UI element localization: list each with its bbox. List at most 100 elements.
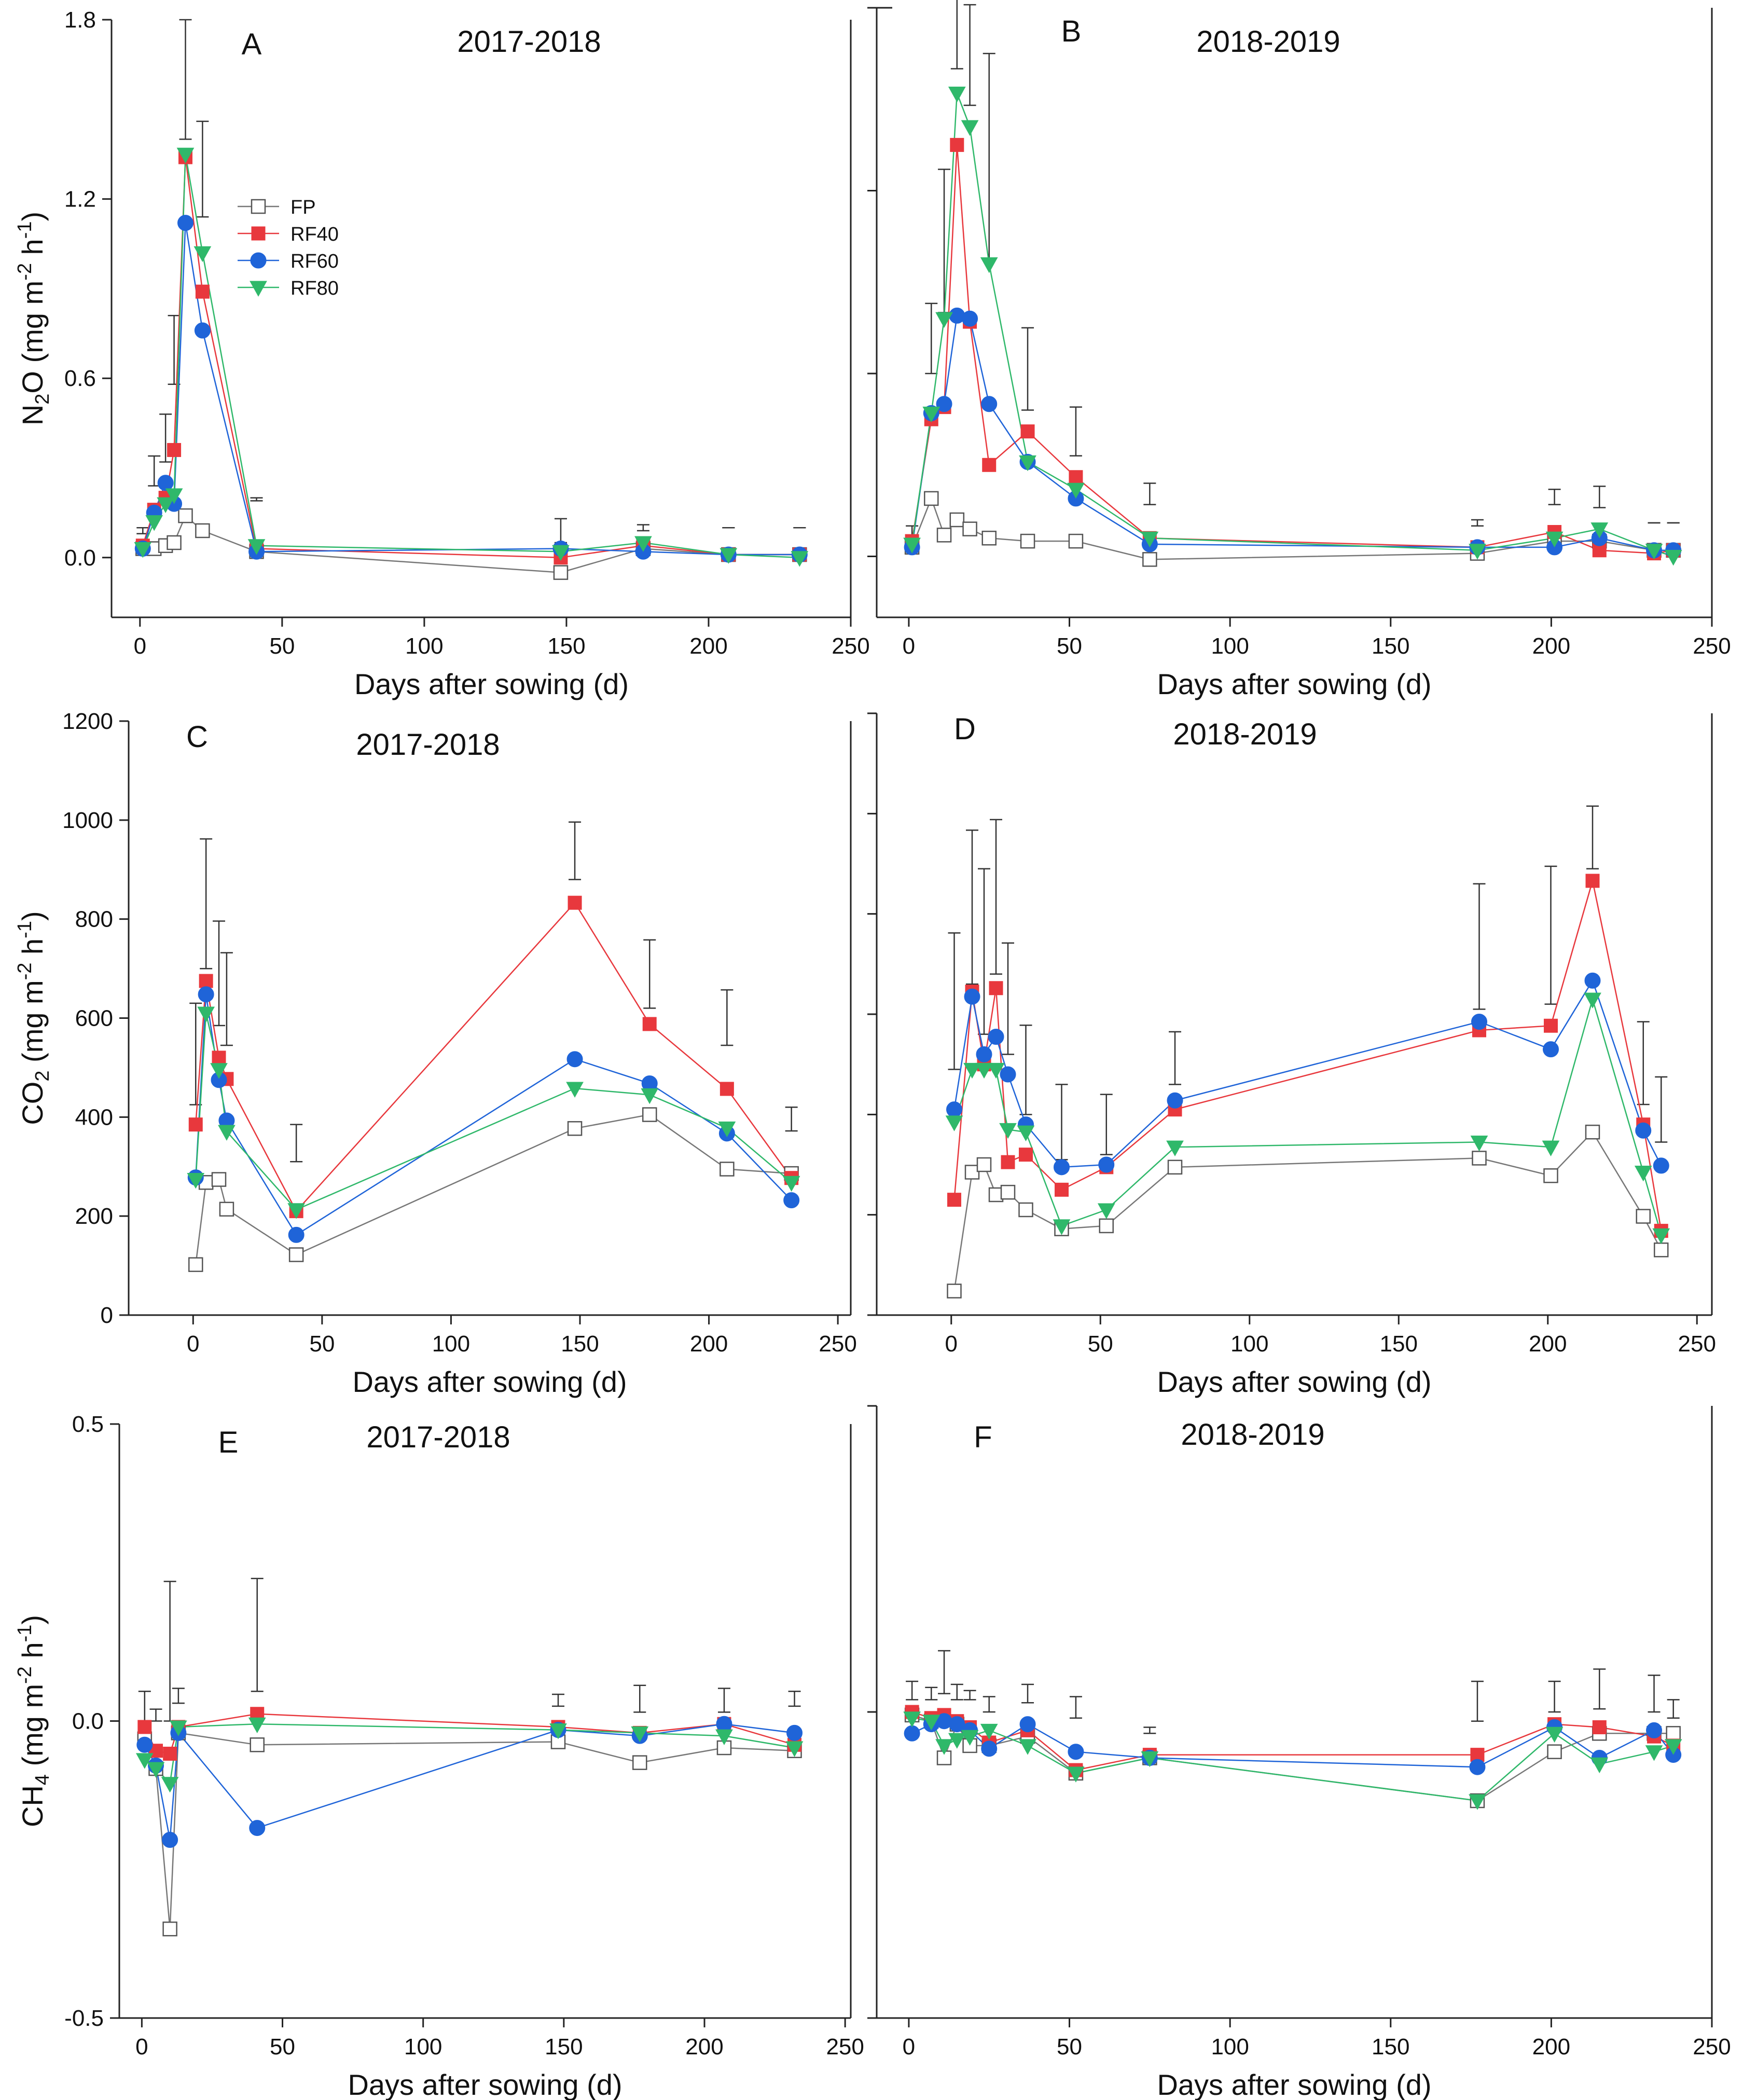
data-point-rf80 [641,1088,659,1104]
series-line-rf80 [144,1723,795,1785]
y-axis-title-part: ) [16,1615,49,1625]
y-axis-title: CO2 (mg m-2 h-1) [14,911,53,1125]
x-tick-label: 250 [826,2034,864,2060]
x-tick-label: 250 [819,1331,856,1357]
x-tick-label: 0 [135,2034,148,2060]
error-bar [1548,489,1561,505]
x-tick-label: 250 [1678,1331,1716,1357]
panel-d: 0 50 100 150 200 250 Days after sowing (d) 2018… [867,712,1716,1398]
error-bar [1100,1094,1113,1155]
legend: FP RF40 RF60 RF80 [238,197,339,299]
data-point-fp [1068,533,1084,549]
y-tick-label: 0.5 [72,1412,104,1437]
data-point-rf80 [935,1739,953,1755]
data-point-rf80 [1067,1766,1085,1783]
data-point-rf80 [1141,531,1159,548]
data-point-fp [632,1755,647,1770]
data-point-rf40 [947,1193,961,1207]
data-point-rf80 [287,1203,305,1219]
data-point-rf40 [1019,1148,1033,1162]
data-point-rf40 [1544,1018,1558,1033]
data-point-rf60 [162,1832,178,1848]
panel-year-title: 2017-2018 [366,1420,510,1454]
x-tick-label: 100 [1211,633,1249,659]
data-point-fp [250,1737,265,1752]
error-bar [179,19,192,140]
data-point-rf40 [950,137,964,152]
error-bar [978,868,990,1035]
x-tick-label: 150 [547,633,585,659]
y-tick-label: 200 [75,1204,113,1229]
data-point-fp [962,521,977,536]
data-point-rf80 [145,515,163,531]
error-bar [963,1690,976,1701]
data-point-fp [1472,1151,1487,1166]
data-point-rf80 [922,406,940,423]
data-point-rf80 [566,1082,584,1098]
data-point-rf60 [177,215,193,231]
x-tick-label: 200 [689,633,727,659]
panel-letter: B [1061,15,1082,48]
data-point-rf80 [999,1123,1017,1139]
error-bar [149,1708,162,1722]
error-bar [1055,1084,1068,1160]
y-axis-title-part: ) [16,911,49,921]
error-bar [948,932,961,1070]
data-point-rf40 [163,1746,177,1761]
series-line-rf80 [195,1013,792,1211]
y-axis-title-part: ) [16,212,49,222]
y-axis-title-part: CH [16,1785,49,1827]
error-bar [569,821,582,880]
data-point-rf60 [1635,1122,1652,1139]
data-point-rf60 [988,1029,1004,1045]
data-point-rf80 [247,539,266,555]
series-line-rf40 [144,1713,795,1754]
data-point-fp [288,1247,304,1262]
error-bar [1548,1680,1561,1713]
data-point-rf60 [964,988,980,1005]
y-tick-label: 1.8 [64,7,96,33]
series-line-rf60 [144,1723,795,1840]
data-point-rf40 [1069,470,1083,485]
data-point-rf60 [1543,1041,1559,1058]
error-bar [213,920,225,1027]
y-axis-title-part: 2 [32,1071,53,1082]
error-bar [966,829,978,985]
legend-item-rf60: RF60 [238,251,339,272]
data-point-fp [567,1121,583,1136]
error-bar [637,524,649,532]
error-bar [938,1650,951,1694]
data-point-fp [162,1922,177,1937]
error-bar [552,1693,564,1707]
y-axis-title-part: 4 [32,1774,53,1785]
data-point-fp [976,1157,992,1172]
x-axis-title: Days after sowing (d) [354,668,629,700]
error-bar [925,1687,938,1701]
data-point-rf80 [980,1723,998,1740]
data-point-fp [553,565,569,580]
x-tick-label: 50 [309,1331,335,1357]
data-point-rf60 [936,396,952,412]
error-bar [925,302,938,375]
error-bar [250,497,263,502]
x-tick-label: 150 [545,2034,583,2060]
error-bar [1143,482,1156,505]
data-point-rf80 [963,1062,981,1079]
data-point-rf80 [975,1062,993,1079]
error-bar [788,1691,801,1707]
x-tick-label: 150 [1372,2034,1409,2060]
error-bar [1637,1021,1650,1106]
x-axis-title: Days after sowing (d) [352,1365,627,1398]
data-point-fp [1543,1168,1558,1183]
data-point-rf80 [903,1711,921,1728]
x-tick-label: 100 [1230,1331,1268,1357]
y-axis-title-part: h [16,938,49,963]
series-line-fp [143,515,800,573]
data-point-rf80 [1664,550,1682,566]
data-point-rf80 [980,257,998,273]
legend-label: FP [290,197,316,218]
error-bar [717,1688,730,1713]
data-point-rf80 [785,1741,804,1757]
data-point-rf40 [642,1017,657,1031]
data-point-fp [195,523,210,538]
